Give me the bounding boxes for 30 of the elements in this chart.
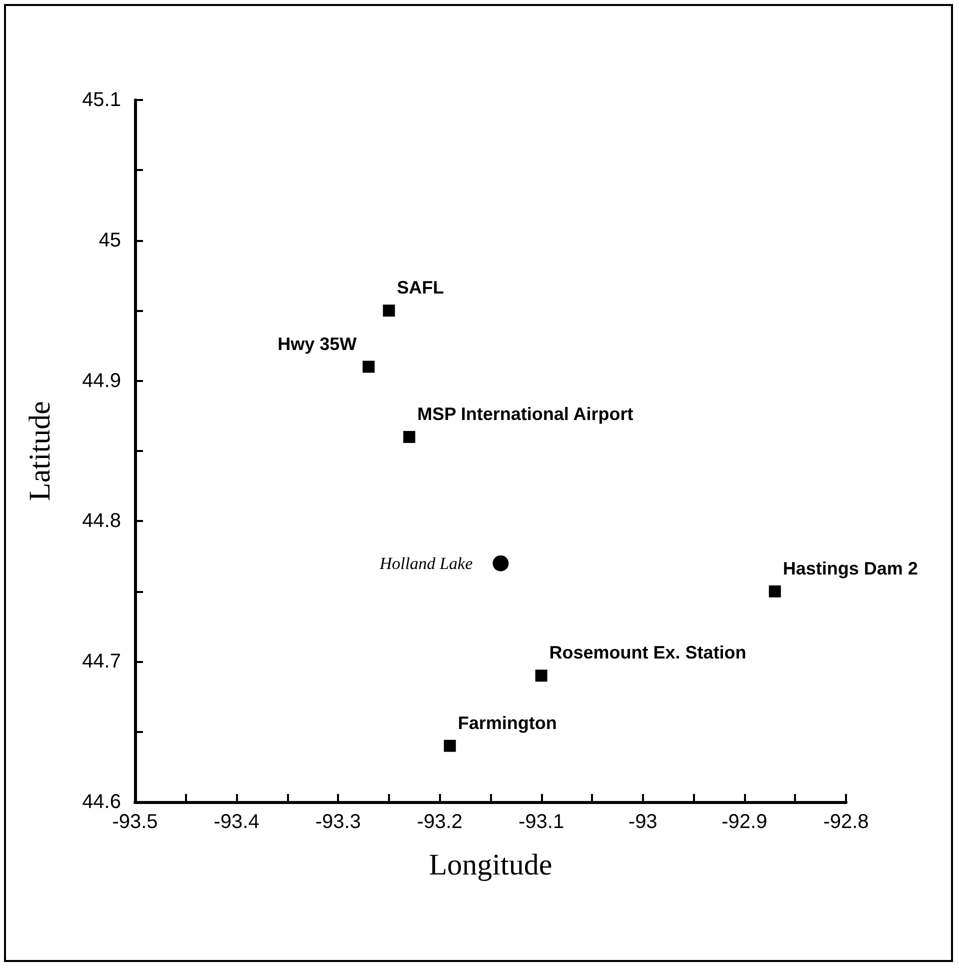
point: [492, 555, 509, 572]
x-tick-label: -93.5: [112, 811, 158, 833]
annotation: Hwy 35W: [278, 334, 357, 354]
x-tick-label: -93.2: [416, 811, 463, 833]
y-axis-title: Latitude: [24, 401, 56, 501]
y-tick-label: 44.7: [82, 650, 121, 673]
annotation: Farmington: [458, 712, 557, 733]
x-tick-label: -93: [628, 811, 658, 833]
x-axis-title: Longitude: [428, 848, 552, 882]
y-tick-label: 44.6: [82, 791, 121, 813]
point: [768, 585, 781, 598]
point: [362, 360, 375, 373]
x-tick-label: -93.4: [214, 811, 260, 833]
point: [444, 740, 456, 752]
y-tick-label: 44.9: [82, 370, 121, 392]
y-tick-label: 45.1: [82, 89, 121, 111]
annotation: SAFL: [396, 278, 444, 298]
x-tick-label: -92.8: [823, 811, 869, 833]
point: [382, 304, 395, 317]
annotation: Rosemount Ex. Station: [549, 642, 746, 663]
annotation: MSP International Airport: [417, 404, 634, 424]
annotation: Hastings Dam 2: [782, 558, 918, 578]
y-tick-label: 44.8: [82, 510, 121, 532]
point: [403, 430, 416, 443]
y-tick-label: 45: [98, 229, 121, 252]
x-tick-label: -93.3: [315, 811, 361, 833]
x-tick-label: -92.9: [722, 811, 768, 833]
point: [535, 670, 548, 682]
x-tick-label: -93.1: [518, 811, 564, 833]
annotation: Holland Lake: [378, 554, 474, 573]
